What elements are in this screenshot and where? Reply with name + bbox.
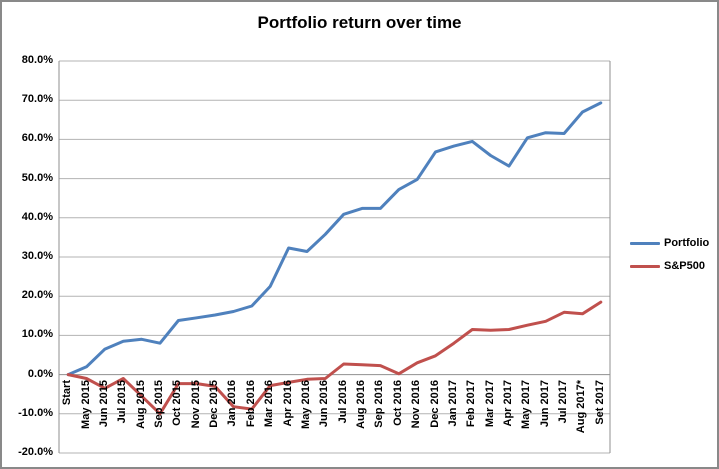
legend-line-swatch-sp500: [630, 264, 660, 268]
y-tick-label: 80.0%: [21, 54, 53, 66]
x-tick-label: Dec 2016: [428, 379, 441, 428]
x-tick-label: Jun 2017: [538, 379, 551, 427]
x-tick-label: Sep 2016: [373, 379, 386, 428]
y-tick-label: -20.0%: [18, 446, 53, 458]
y-tick-label: 60.0%: [21, 132, 53, 145]
y-tick-label: 70.0%: [21, 93, 53, 106]
y-tick-label: 20.0%: [21, 289, 53, 302]
x-tick-label: Start: [61, 379, 74, 405]
x-tick-label: Jun 2015: [97, 379, 110, 427]
chart-title: Portfolio return over time: [257, 13, 462, 32]
y-tick-label: 30.0%: [21, 250, 53, 262]
legend-label-sp500: S&P500: [664, 260, 705, 272]
x-tick-label: Apr 2017: [501, 379, 514, 427]
x-tick-label: May 2016: [299, 379, 312, 429]
x-tick-label: Apr 2016: [281, 379, 294, 427]
y-tick-label: 0.0%: [27, 367, 53, 380]
x-tick-label: Jan 2017: [446, 379, 459, 427]
legend-line-swatch-portfolio: [630, 241, 660, 245]
x-tick-label: Jul 2016: [336, 379, 349, 424]
series-line-sp500: [66, 300, 603, 416]
x-tick-label: Nov 2016: [410, 379, 423, 428]
x-tick-label: May 2017: [520, 379, 533, 429]
legend-item-portfolio: Portfolio: [630, 236, 709, 250]
x-tick-label: Nov 2015: [189, 379, 202, 428]
x-tick-label: Feb 2017: [465, 379, 478, 427]
x-tick-label: Jun 2016: [318, 379, 331, 427]
x-tick-label: Sep 2015: [153, 379, 166, 428]
x-tick-label: Dec 2015: [208, 379, 221, 428]
x-tick-label: Feb 2016: [244, 379, 257, 427]
x-tick-label: May 2015: [79, 379, 92, 429]
legend: Portfolio S&P500: [630, 236, 709, 273]
y-tick-label: 40.0%: [21, 210, 53, 223]
legend-label-portfolio: Portfolio: [664, 237, 710, 249]
x-tick-label: Jul 2015: [116, 379, 129, 424]
x-tick-label: Set 2017: [593, 379, 606, 425]
x-tick-label: Jul 2017: [557, 379, 570, 424]
x-tick-label: Mar 2017: [483, 379, 496, 427]
x-tick-label: Mar 2016: [263, 379, 276, 427]
x-tick-label: Aug 2016: [355, 379, 368, 429]
series-line-portfolio: [66, 101, 603, 377]
x-tick-label: Oct 2015: [171, 379, 184, 426]
y-tick-label: -10.0%: [18, 406, 53, 419]
x-tick-label: Jan 2016: [226, 379, 239, 427]
x-tick-label: Aug 2017*: [575, 379, 588, 433]
x-tick-label: Oct 2016: [391, 379, 404, 426]
x-tick-label: Aug 2015: [134, 379, 147, 429]
y-tick-label: 10.0%: [21, 328, 53, 341]
y-tick-label: 50.0%: [21, 171, 53, 184]
legend-item-sp500: S&P500: [630, 259, 709, 273]
